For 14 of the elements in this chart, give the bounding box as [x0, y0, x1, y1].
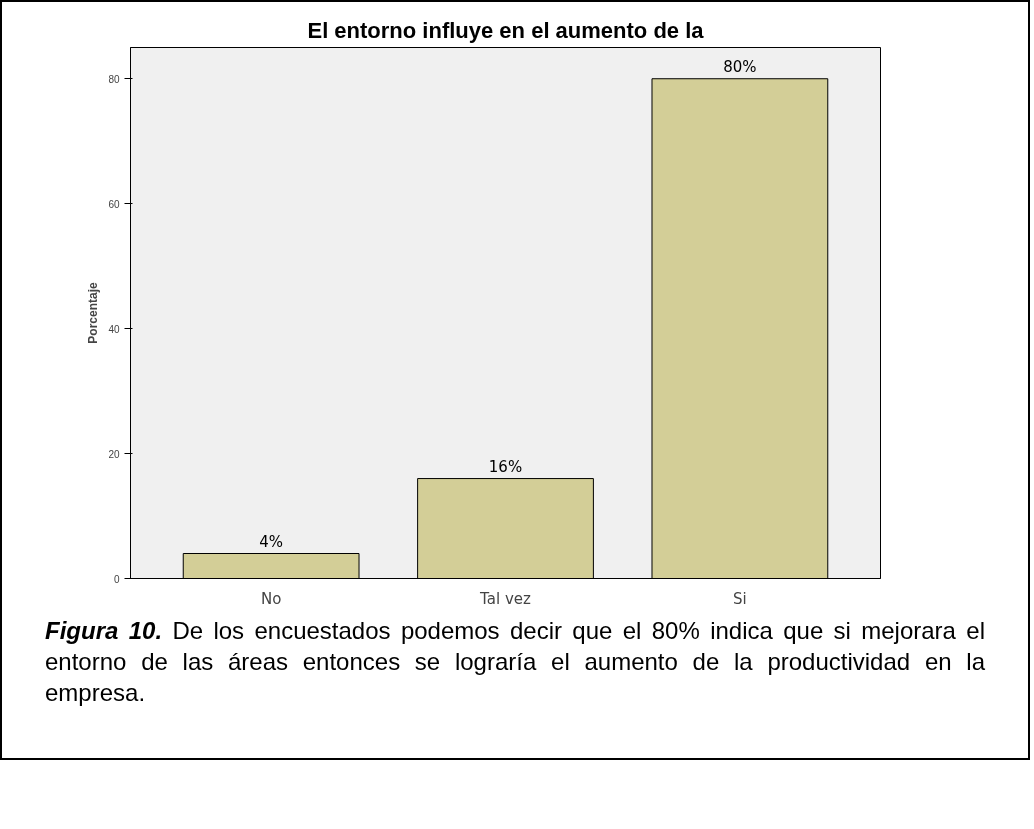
data-label: 16% — [488, 457, 523, 476]
data-label: 80% — [723, 57, 757, 76]
y-axis-title: Porcentaje — [86, 281, 101, 344]
y-tick-label: 60 — [108, 198, 120, 210]
y-tick-label: 40 — [108, 323, 120, 335]
text: Figura 10. — [45, 617, 163, 644]
y-tick-label: 80 — [108, 73, 120, 85]
x-tick-label: No — [260, 589, 282, 608]
x-tick-label: Si — [733, 589, 747, 608]
y-tick-label: 20 — [108, 448, 120, 460]
chart-title: El entorno influye en el aumento de la — [307, 17, 705, 43]
data-label: 4% — [259, 532, 284, 551]
x-tick-label: Tal vez — [479, 589, 532, 608]
y-tick-label: 0 — [113, 573, 120, 585]
